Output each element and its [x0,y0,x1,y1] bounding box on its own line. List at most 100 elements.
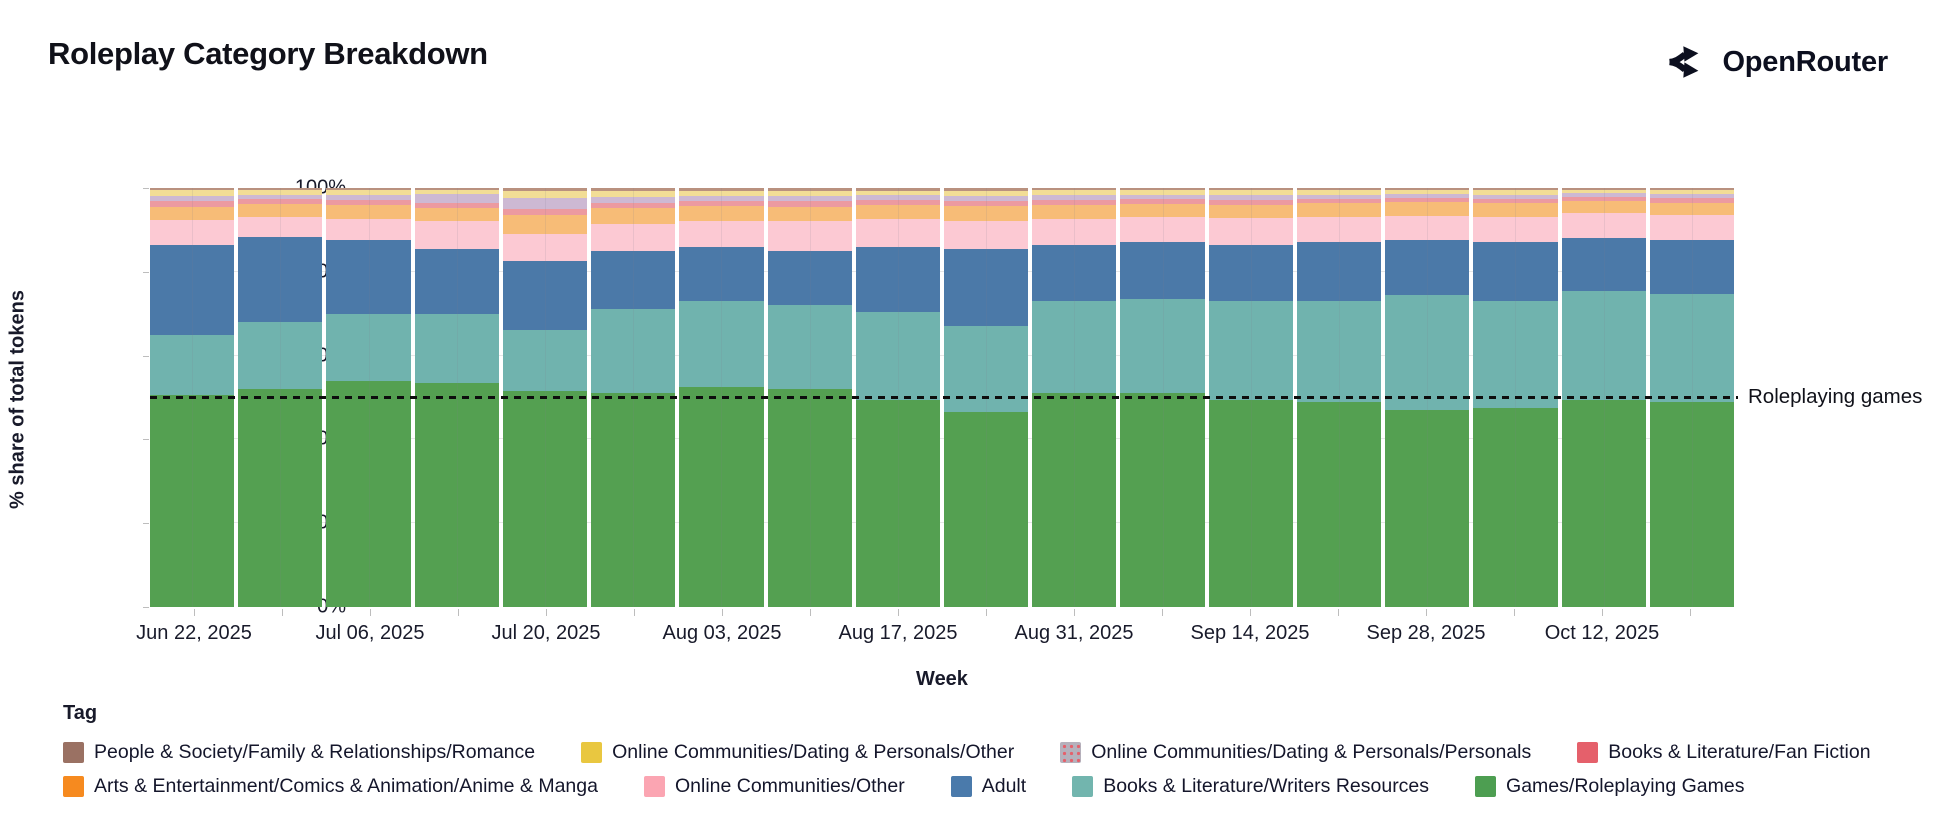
bar-segment[interactable] [502,198,588,209]
bar-segment[interactable] [1385,240,1470,295]
bar-segment[interactable] [591,202,676,209]
bar-segment[interactable] [1649,401,1734,607]
bar-segment[interactable] [414,248,499,314]
stacked-bar[interactable] [326,188,411,607]
bar-segment[interactable] [150,201,235,207]
bar-segment[interactable] [414,189,499,195]
bar-segment[interactable] [679,301,764,387]
bar-segment[interactable] [326,188,411,191]
bar-segment[interactable] [1561,193,1646,198]
stacked-bar[interactable] [1385,188,1470,607]
bar-segment[interactable] [1296,203,1382,218]
bar-segment[interactable] [1473,242,1558,302]
stacked-bar[interactable] [414,188,499,607]
bar-segment[interactable] [1385,294,1470,411]
bar-segment[interactable] [1561,213,1646,239]
bar-segment[interactable] [1385,410,1470,607]
bar-segment[interactable] [855,311,940,400]
bar-segment[interactable] [150,190,235,196]
bar-segment[interactable] [1561,197,1646,202]
bar-segment[interactable] [767,200,852,207]
bar-segment[interactable] [1296,190,1382,195]
bar-segment[interactable] [1649,215,1734,241]
bar-segment[interactable] [855,204,940,220]
bar-segment[interactable] [1473,194,1558,199]
bar-segment[interactable] [1032,219,1117,245]
legend-item[interactable]: Arts & Entertainment/Comics & Animation/… [63,775,598,798]
bar-segment[interactable] [414,313,499,383]
legend-item[interactable]: Games/Roleplaying Games [1475,775,1744,798]
bar-segment[interactable] [855,199,940,205]
bar-segment[interactable] [1208,399,1293,607]
stacked-bar[interactable] [502,188,588,607]
bar-segment[interactable] [591,309,676,394]
bar-segment[interactable] [679,221,764,247]
bar-segment[interactable] [767,221,852,251]
bar-segment[interactable] [679,195,764,201]
legend-item[interactable]: Online Communities/Other [643,775,905,798]
bar-segment[interactable] [1032,190,1117,196]
bar-segment[interactable] [855,195,940,200]
bar-segment[interactable] [855,399,940,607]
bar-segment[interactable] [238,322,323,390]
legend-item[interactable]: People & Society/Family & Relationships/… [63,741,535,764]
bar-segment[interactable] [238,188,323,190]
bar-segment[interactable] [1120,393,1205,607]
bar-segment[interactable] [1649,293,1734,402]
bar-segment[interactable] [502,215,588,235]
bar-segment[interactable] [1296,301,1382,402]
bar-segment[interactable] [1120,298,1205,394]
bar-segment[interactable] [1385,197,1470,203]
bar-segment[interactable] [1385,202,1470,217]
bar-segment[interactable] [1208,204,1293,219]
bar-segment[interactable] [1296,188,1382,191]
stacked-bar[interactable] [767,188,852,607]
bar-segment[interactable] [502,191,588,199]
bar-segment[interactable] [414,203,499,208]
bar-segment[interactable] [1649,190,1734,195]
bar-segment[interactable] [502,234,588,262]
bar-segment[interactable] [1032,393,1117,607]
bar-segment[interactable] [1208,301,1293,400]
bar-segment[interactable] [326,190,411,196]
bar-segment[interactable] [1649,240,1734,294]
bar-segment[interactable] [1120,203,1205,218]
bar-segment[interactable] [591,190,676,198]
bar-segment[interactable] [679,190,764,196]
bar-segment[interactable] [1120,188,1205,191]
bar-segment[interactable] [150,188,235,191]
bar-segment[interactable] [1208,244,1293,302]
bar-segment[interactable] [1296,401,1382,607]
stacked-bar[interactable] [1208,188,1293,607]
bar-segment[interactable] [943,188,1029,191]
bar-segment[interactable] [1296,217,1382,243]
stacked-bar[interactable] [1120,188,1205,607]
bar-segment[interactable] [855,188,940,191]
bar-segment[interactable] [1473,188,1558,191]
legend-item[interactable]: Online Communities/Dating & Personals/Pe… [1060,741,1531,764]
bar-segment[interactable] [1385,194,1470,198]
bar-segment[interactable] [150,395,235,607]
bar-segment[interactable] [238,194,323,200]
bar-segment[interactable] [150,220,235,245]
legend-item[interactable]: Books & Literature/Writers Resources [1072,775,1429,798]
bar-segment[interactable] [502,391,588,607]
bar-segment[interactable] [1473,407,1558,607]
bar-segment[interactable] [502,188,588,192]
bar-segment[interactable] [943,326,1029,413]
bar-segment[interactable] [1561,238,1646,291]
bar-segment[interactable] [1120,199,1205,204]
legend-item[interactable]: Books & Literature/Fan Fiction [1577,741,1871,764]
bar-segment[interactable] [943,200,1029,206]
bar-segment[interactable] [1649,198,1734,203]
stacked-bar[interactable] [679,188,764,607]
bar-segment[interactable] [767,190,852,196]
bar-segment[interactable] [502,330,588,392]
bar-segment[interactable] [591,223,676,251]
stacked-bar[interactable] [591,188,676,607]
bar-segment[interactable] [1473,217,1558,243]
bar-segment[interactable] [1208,190,1293,196]
bar-segment[interactable] [1120,217,1205,243]
bar-segment[interactable] [238,189,323,195]
bar-segment[interactable] [150,206,235,221]
